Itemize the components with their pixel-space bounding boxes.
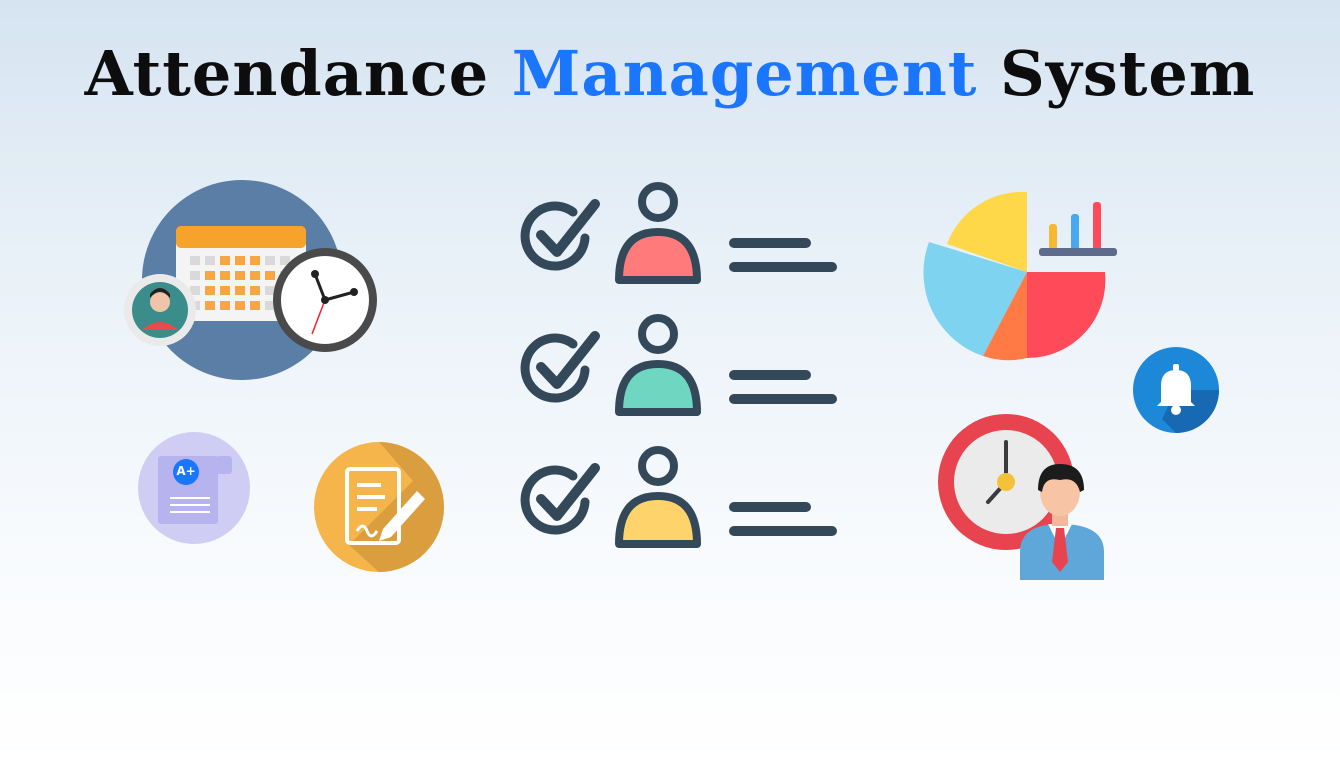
bell-icon: [1133, 347, 1219, 433]
title-part-system: System: [1000, 37, 1256, 110]
report-grade: A+: [176, 464, 196, 478]
attendance-list-icon: [520, 182, 837, 548]
title-part-management: Management: [511, 37, 978, 110]
page-title: Attendance Management System: [0, 34, 1340, 114]
calendar-clock-icon: [124, 180, 377, 380]
attendance-row: [520, 182, 837, 284]
report-card-icon: A+: [136, 430, 252, 546]
signed-document-icon: [314, 442, 444, 572]
title-part-attendance: Attendance: [84, 37, 490, 110]
pie-bar-chart-icon: [923, 191, 1117, 361]
employee-clock-icon: [938, 414, 1104, 580]
